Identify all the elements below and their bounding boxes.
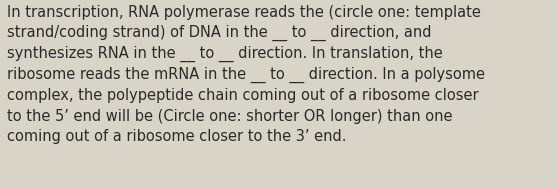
- Text: In transcription, RNA polymerase reads the (circle one: template
strand/coding s: In transcription, RNA polymerase reads t…: [7, 5, 485, 144]
